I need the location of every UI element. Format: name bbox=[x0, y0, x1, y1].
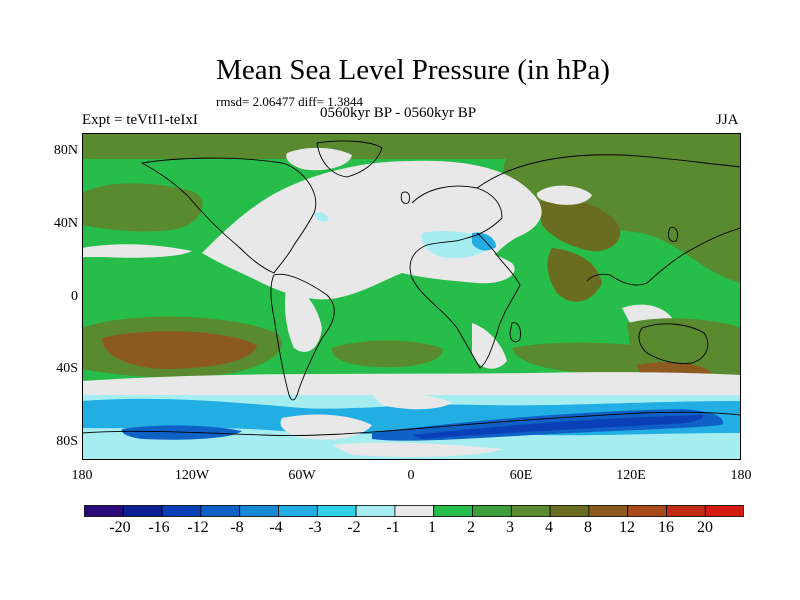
atlantic-negative-spot bbox=[314, 212, 329, 222]
pressure-anomaly-map bbox=[82, 133, 741, 460]
colorbar-label-1: 1 bbox=[428, 519, 436, 536]
colorbar-label--3: -3 bbox=[308, 519, 322, 536]
eurasia-coast bbox=[476, 154, 741, 286]
lon-tick-60w: 60W bbox=[288, 468, 316, 483]
colorbar-label--20: -20 bbox=[109, 519, 131, 536]
colorbar bbox=[84, 505, 744, 517]
lat-tick-0: 0 bbox=[71, 289, 78, 304]
colorbar-box-0 bbox=[84, 505, 124, 517]
north-pacific-positive bbox=[82, 183, 203, 232]
colorbar-box-1 bbox=[122, 505, 163, 517]
antarctica-coast bbox=[82, 411, 741, 436]
rmsd-diff-stats: rmsd= 2.06477 diff= 1.3844 bbox=[216, 94, 363, 109]
experiment-label: Expt = teVtI1-teIxI bbox=[82, 112, 198, 128]
asia-strong-positive bbox=[537, 199, 621, 252]
north-africa-neutral bbox=[402, 247, 515, 284]
period-label: 0560kyr BP - 0560kyr BP bbox=[320, 105, 477, 121]
colorbar-label-8: 8 bbox=[584, 519, 592, 536]
colorbar-label-3: 3 bbox=[506, 519, 514, 536]
map-frame bbox=[82, 133, 741, 460]
colorbar-box-5 bbox=[278, 505, 318, 517]
coastlines bbox=[82, 140, 741, 436]
lon-tick-0: 0 bbox=[407, 468, 415, 483]
colorbar-box-3 bbox=[200, 505, 241, 517]
colorbar-box-6 bbox=[316, 505, 357, 517]
colorbar-label--1: -1 bbox=[386, 519, 400, 536]
colorbar-label-4: 4 bbox=[545, 519, 553, 536]
colorbar-label-16: 16 bbox=[658, 519, 674, 536]
colorbar-box-9 bbox=[433, 505, 473, 517]
antarctic-coastal-strong-west bbox=[121, 425, 242, 440]
south-pacific-high-core bbox=[102, 331, 257, 369]
lon-tick-120e: 120E bbox=[616, 468, 646, 483]
colorbar-box-15 bbox=[666, 505, 706, 517]
lat-tick-80s: 80S bbox=[56, 434, 78, 449]
lon-tick-60e: 60E bbox=[509, 468, 533, 483]
colorbar-label-2: 2 bbox=[467, 519, 475, 536]
greenland-coast bbox=[316, 140, 383, 178]
lon-tick-180e: 180 bbox=[730, 468, 752, 483]
colorbar-box-2 bbox=[161, 505, 202, 517]
south-atlantic-positive bbox=[331, 340, 443, 368]
north-pacific-east-positive bbox=[682, 184, 741, 243]
colorbar-box-14 bbox=[627, 505, 667, 517]
north-america-coast bbox=[140, 157, 317, 274]
south-america-coast bbox=[270, 273, 335, 401]
colorbar-label--2: -2 bbox=[347, 519, 361, 536]
lon-tick-180w: 180 bbox=[71, 468, 93, 483]
map-title: Mean Sea Level Pressure (in hPa) bbox=[216, 54, 610, 86]
pacific-neutral-strip bbox=[82, 244, 192, 258]
colorbar-box-4 bbox=[239, 505, 279, 517]
southern-ocean-neutral-band bbox=[82, 372, 741, 400]
colorbar-box-7 bbox=[355, 505, 396, 517]
india-positive-region bbox=[547, 248, 602, 302]
colorbar-label--12: -12 bbox=[187, 519, 209, 536]
antarctic-neutral-weddell bbox=[372, 393, 452, 410]
lat-tick-40s: 40S bbox=[56, 361, 78, 376]
colorbar-label-12: 12 bbox=[619, 519, 635, 536]
madagascar-coast bbox=[509, 322, 521, 343]
uk-coast bbox=[400, 191, 411, 204]
colorbar-label--4: -4 bbox=[269, 519, 283, 536]
siberia-positive-region bbox=[503, 147, 741, 283]
antarctic-interior-neutral bbox=[332, 442, 502, 457]
season-label: JJA bbox=[716, 112, 739, 128]
japan-coast bbox=[667, 226, 679, 242]
colorbar-box-13 bbox=[588, 505, 629, 517]
lon-tick-120w: 120W bbox=[174, 468, 210, 483]
labrador-neutral-patch bbox=[286, 147, 352, 171]
colorbar-box-16 bbox=[704, 505, 744, 517]
south-america-neutral bbox=[284, 283, 322, 352]
colorbar-box-11 bbox=[510, 505, 551, 517]
south-africa-neutral bbox=[472, 323, 507, 369]
colorbar-label-20: 20 bbox=[697, 519, 713, 536]
colorbar-label--8: -8 bbox=[230, 519, 244, 536]
lat-tick-40n: 40N bbox=[53, 216, 78, 231]
colorbar-box-10 bbox=[472, 505, 512, 517]
australia-coast bbox=[638, 323, 709, 364]
central-asia-neutral bbox=[536, 185, 592, 205]
europe-africa-coast bbox=[409, 185, 521, 369]
antarctic-coastal-deep bbox=[412, 415, 703, 439]
colorbar-box-12 bbox=[549, 505, 590, 517]
colorbar-box-8 bbox=[394, 505, 435, 517]
colorbar-label--16: -16 bbox=[148, 519, 170, 536]
lat-tick-80n: 80N bbox=[53, 143, 78, 158]
